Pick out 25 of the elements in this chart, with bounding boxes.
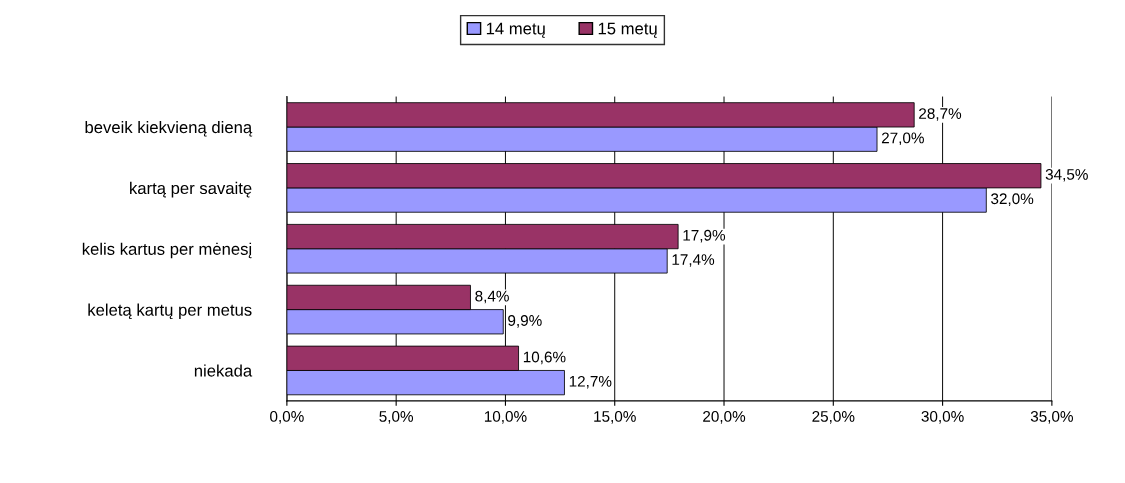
y-tick-label: kartą per savaitę [130,181,252,198]
data-label: 17,9% [683,229,726,243]
x-tick-label: 10,0% [484,411,527,424]
data-label: 10,6% [523,351,566,365]
legend-label: 14 metų [486,22,545,38]
y-tick-label: beveik kiekvieną dieną [85,120,253,137]
y-tick-label: keletą kartų per metus [88,303,252,320]
x-tick-label: 20,0% [703,411,746,424]
x-tick-label: 30,0% [921,411,964,424]
data-label: 17,4% [672,254,715,267]
y-tick-label: kelis kartus per mėnesį [82,242,252,259]
data-label: 9,9% [508,315,542,328]
data-label: 28,7% [919,108,962,121]
data-label: 34,5% [1045,169,1088,182]
data-label: 27,0% [881,132,924,146]
y-tick-label: niekada [194,364,253,377]
x-tick-label: 25,0% [812,411,855,424]
x-tick-label: 5,0% [379,411,414,424]
x-tick-label: 35,0% [1030,411,1073,424]
data-label: 32,0% [991,193,1034,206]
x-tick-label: 15,0% [594,411,636,424]
legend-label: 15 metų [598,22,657,38]
data-label: 12,7% [569,375,612,389]
x-tick-label: 0,0% [270,411,304,424]
data-label: 8,4% [475,290,509,304]
